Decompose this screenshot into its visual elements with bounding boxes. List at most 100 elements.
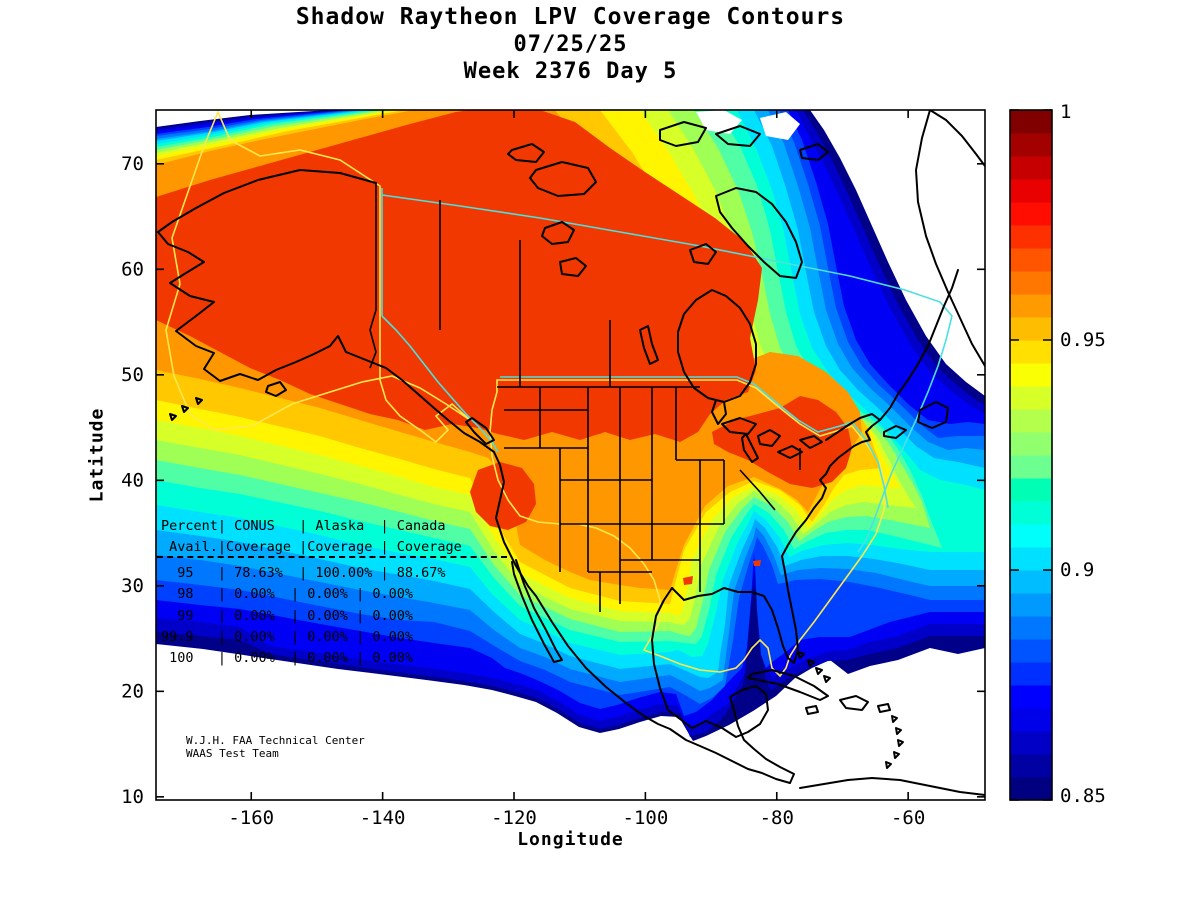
colorbar-segment: [1010, 478, 1052, 502]
y-tick-label: 30: [121, 575, 144, 597]
coastline: [711, 399, 727, 425]
state-borders-layer: [369, 183, 801, 612]
coastline: [507, 143, 545, 163]
colorbar-segment: [1010, 294, 1052, 318]
coverage-table-header: Percent| CONUS | Alaska | Canada: [161, 518, 446, 534]
border-line: [369, 183, 377, 369]
colorbar-segment: [1010, 363, 1052, 387]
coastline: [895, 727, 902, 735]
colorbar-segment: [1010, 777, 1052, 801]
colorbar-segment: [1010, 524, 1052, 548]
coverage-table-header: Avail.|Coverage |Coverage | Coverage: [161, 539, 462, 556]
coverage-table-row: 100 | 0.00% | 0.00% | 0.00%: [161, 650, 413, 667]
plot-frame: [155, 109, 986, 801]
coastline: [879, 269, 959, 421]
coastline: [639, 325, 659, 365]
y-tick-label: 50: [121, 364, 144, 386]
contour-band: [696, 110, 742, 134]
y-axis-label: Latitude: [86, 407, 108, 503]
coastline: [915, 110, 985, 367]
coastline: [883, 425, 907, 439]
coverage-table-separator: [157, 556, 507, 558]
coastline: [169, 413, 177, 421]
colorbar-segment: [1010, 708, 1052, 732]
x-axis-label: Longitude: [517, 829, 624, 850]
coastline: [807, 659, 815, 667]
coastline: [511, 559, 563, 663]
coastline: [195, 397, 203, 405]
service-boundary-cyan: [381, 194, 953, 553]
y-tick-label: 70: [121, 153, 144, 175]
colorbar-tick-label: 0.9: [1060, 559, 1094, 581]
coastline: [265, 381, 287, 397]
colorbar-segment: [1010, 547, 1052, 571]
service-boundary-yellow: [165, 110, 471, 444]
coastline: [897, 739, 904, 747]
coastline: [799, 777, 985, 796]
coastline: [799, 435, 823, 449]
service-boundaries-layer: [165, 110, 953, 678]
coastline: [157, 169, 791, 784]
colorbar-segment: [1010, 248, 1052, 272]
credit-line-1: W.J.H. FAA Technical Center: [186, 734, 365, 747]
coastline: [741, 433, 759, 463]
coastline: [815, 667, 823, 675]
coastline: [929, 110, 985, 167]
colorbar-segment: [1010, 133, 1052, 157]
coverage-table-row: 95 | 78.63% | 100.00% | 88.67%: [161, 564, 446, 581]
colorbar-tick-label: 0.85: [1060, 785, 1106, 807]
axes-layer: [155, 109, 986, 801]
contour-band: [683, 576, 693, 585]
coastline: [885, 761, 892, 769]
coastline: [805, 705, 819, 715]
colorbar-segment: [1010, 455, 1052, 479]
colorbar-segment: [1010, 731, 1052, 755]
coverage-table-row: 99.9 | 0.00% | 0.00% | 0.00%: [161, 629, 413, 645]
coastline: [559, 257, 587, 277]
colorbar-segment: [1010, 225, 1052, 249]
coastline: [715, 125, 761, 147]
y-tick-label: 60: [121, 258, 144, 280]
coastline: [689, 243, 717, 265]
coastline: [651, 587, 795, 784]
coastline: [465, 417, 495, 445]
coastline: [839, 695, 869, 711]
x-tick-label: -120: [491, 807, 537, 829]
coastline: [529, 161, 597, 197]
coastline: [891, 715, 898, 723]
y-tick-label: 20: [121, 680, 144, 702]
colorbar-tick-label: 1: [1060, 101, 1071, 123]
coastline: [721, 417, 757, 435]
colorbar-segment: [1010, 386, 1052, 410]
coastline: [715, 187, 803, 279]
coastline: [799, 143, 829, 161]
coastlines-layer: [157, 110, 985, 796]
coastline: [917, 401, 949, 429]
colorbar-segment: [1010, 156, 1052, 180]
coastline: [777, 445, 803, 459]
coastline: [893, 751, 900, 759]
page-title: Shadow Raytheon LPV Coverage Contours: [295, 4, 846, 30]
colorbar-segment: [1010, 754, 1052, 778]
colorbar: 0.85 0.9 0.95 1: [1009, 101, 1106, 807]
colorbar-segment: [1010, 179, 1052, 203]
coverage-table-row: 98 | 0.00% | 0.00% | 0.00%: [161, 586, 413, 603]
coastline: [823, 675, 831, 683]
coastline: [825, 413, 881, 441]
x-tick-label: -60: [891, 807, 925, 829]
colorbar-segment: [1010, 432, 1052, 456]
colorbar-segment: [1010, 317, 1052, 341]
colorbar-segment: [1010, 639, 1052, 663]
colorbar-segment: [1010, 110, 1052, 134]
title-date: 07/25/25: [513, 32, 628, 57]
colorbar-frame: [1009, 109, 1053, 801]
service-boundary-cyan: [381, 315, 499, 453]
x-tick-label: -160: [228, 807, 274, 829]
colorbar-segment: [1010, 271, 1052, 295]
coastline: [181, 405, 189, 413]
coastline: [877, 703, 891, 713]
colorbar-segment: [1010, 662, 1052, 686]
credit-line-2: WAAS Test Team: [186, 747, 279, 760]
